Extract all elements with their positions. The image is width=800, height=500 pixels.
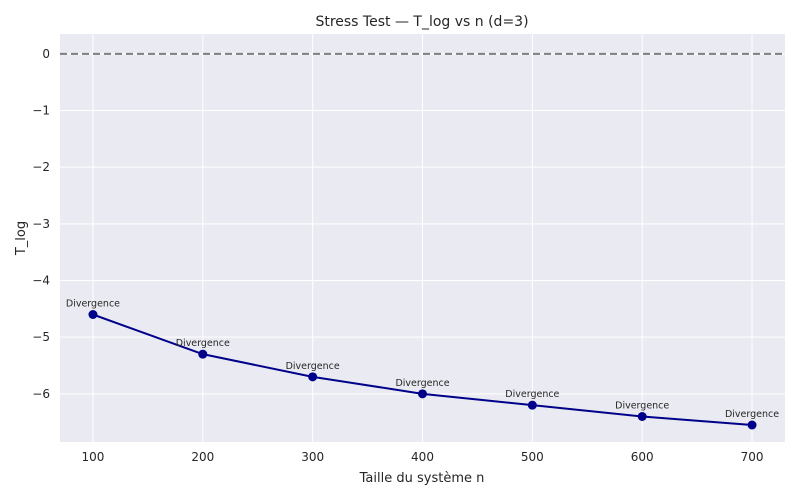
x-tick-label: 200 bbox=[191, 450, 214, 464]
data-label: Divergence bbox=[286, 361, 340, 372]
chart-title: Stress Test — T_log vs n (d=3) bbox=[315, 14, 528, 30]
data-label: Divergence bbox=[725, 409, 779, 420]
data-point bbox=[637, 412, 647, 421]
data-point bbox=[308, 372, 318, 382]
y-tick-labels: 0 −1 −2 −3 −4 −5 −6 bbox=[32, 47, 50, 401]
y-tick-label: −3 bbox=[32, 217, 50, 231]
x-tick-labels: 100 200 300 400 500 600 700 bbox=[82, 450, 764, 464]
x-tick-label: 600 bbox=[631, 450, 654, 464]
x-axis-title: Taille du système n bbox=[359, 471, 485, 486]
x-tick-label: 700 bbox=[741, 450, 764, 464]
y-tick-label: −2 bbox=[32, 160, 50, 174]
x-tick-label: 400 bbox=[411, 450, 434, 464]
data-point bbox=[88, 310, 98, 319]
y-tick-label: 0 bbox=[42, 47, 50, 61]
x-tick-label: 100 bbox=[82, 450, 105, 464]
data-point bbox=[418, 389, 427, 399]
data-label: Divergence bbox=[176, 338, 230, 349]
data-label: Divergence bbox=[505, 389, 559, 400]
data-label: Divergence bbox=[615, 401, 669, 412]
x-tick-label: 300 bbox=[301, 450, 324, 464]
y-tick-label: −6 bbox=[32, 387, 50, 401]
y-tick-label: −5 bbox=[32, 330, 50, 344]
data-point bbox=[747, 420, 757, 430]
data-label: Divergence bbox=[66, 299, 120, 310]
x-tick-label: 500 bbox=[521, 450, 544, 464]
y-tick-label: −1 bbox=[32, 104, 50, 118]
y-tick-label: −4 bbox=[32, 274, 50, 288]
data-label: Divergence bbox=[395, 378, 449, 389]
series-group: Divergence Divergence Divergence Divergence… bbox=[66, 299, 779, 430]
data-point bbox=[527, 400, 537, 410]
data-point bbox=[198, 349, 208, 359]
y-axis-title: T_log bbox=[14, 221, 29, 256]
